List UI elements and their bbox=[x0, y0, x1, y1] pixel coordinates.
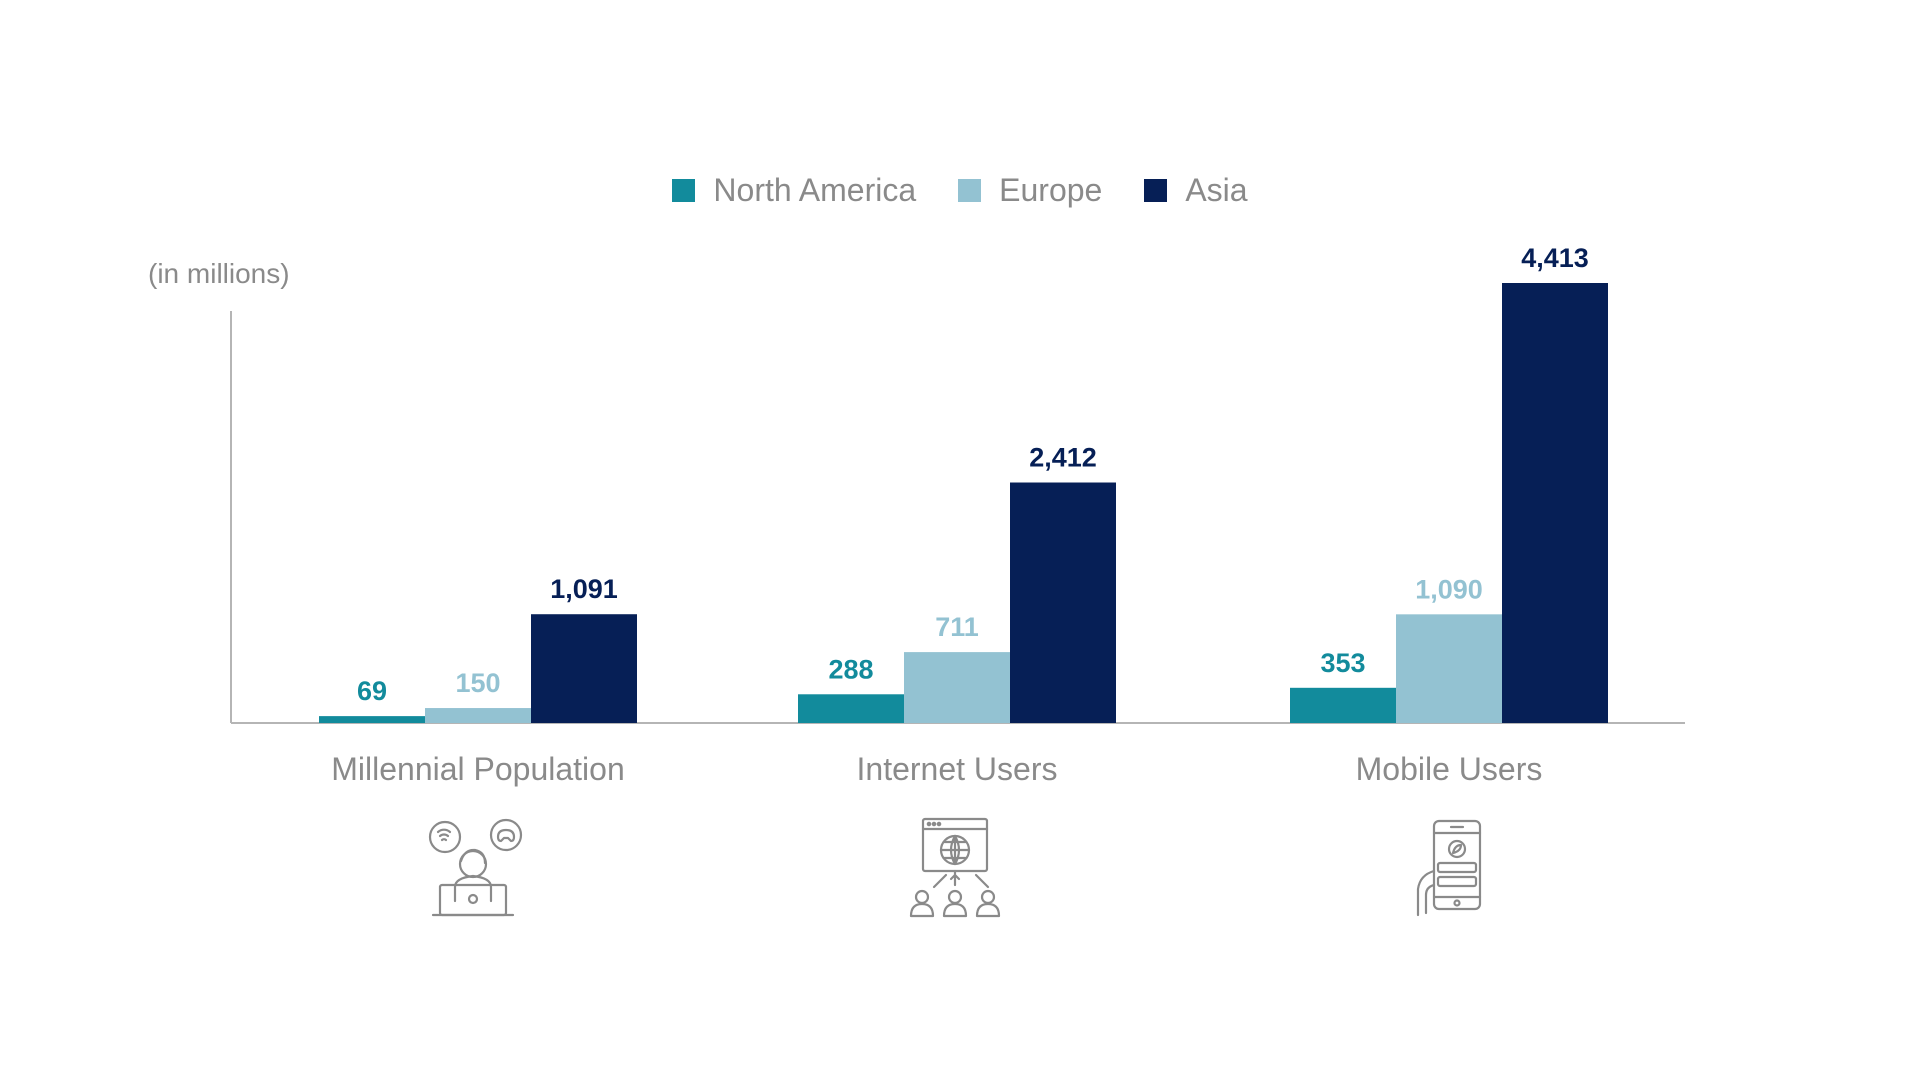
value-label-north-america-internet-users: 288 bbox=[828, 654, 873, 684]
legend-item-north-america: North America bbox=[672, 172, 916, 209]
bar-asia-millennial-population bbox=[531, 614, 637, 723]
category-label-mobile-users: Mobile Users bbox=[1356, 751, 1543, 787]
bar-europe-internet-users bbox=[904, 652, 1010, 723]
legend-item-asia: Asia bbox=[1144, 172, 1248, 209]
value-label-europe-millennial-population: 150 bbox=[455, 668, 500, 698]
legend: North America Europe Asia bbox=[0, 172, 1920, 209]
bar-asia-mobile-users bbox=[1502, 283, 1608, 723]
bar-north-america-mobile-users bbox=[1290, 687, 1396, 723]
value-label-europe-mobile-users: 1,090 bbox=[1415, 574, 1483, 604]
value-label-north-america-mobile-users: 353 bbox=[1320, 648, 1365, 678]
value-label-north-america-millennial-population: 69 bbox=[357, 676, 387, 706]
legend-item-europe: Europe bbox=[958, 172, 1102, 209]
bar-asia-internet-users bbox=[1010, 482, 1116, 723]
bar-north-america-millennial-population bbox=[319, 716, 425, 723]
legend-swatch-europe bbox=[958, 179, 982, 202]
value-label-asia-mobile-users: 4,413 bbox=[1521, 243, 1589, 273]
legend-swatch-north-america bbox=[672, 179, 696, 202]
y-axis-unit-label: (in millions) bbox=[148, 258, 290, 289]
category-label-millennial-population: Millennial Population bbox=[331, 751, 625, 787]
bar-europe-mobile-users bbox=[1396, 614, 1502, 723]
value-label-asia-millennial-population: 1,091 bbox=[550, 574, 618, 604]
legend-label-asia: Asia bbox=[1185, 172, 1248, 208]
legend-label-north-america: North America bbox=[713, 172, 917, 208]
value-label-europe-internet-users: 711 bbox=[935, 612, 979, 642]
legend-label-europe: Europe bbox=[999, 172, 1103, 208]
bar-north-america-internet-users bbox=[798, 694, 904, 723]
value-label-asia-internet-users: 2,412 bbox=[1029, 443, 1097, 473]
category-label-internet-users: Internet Users bbox=[857, 751, 1058, 787]
bar-europe-millennial-population bbox=[425, 708, 531, 723]
legend-swatch-asia bbox=[1144, 179, 1168, 202]
